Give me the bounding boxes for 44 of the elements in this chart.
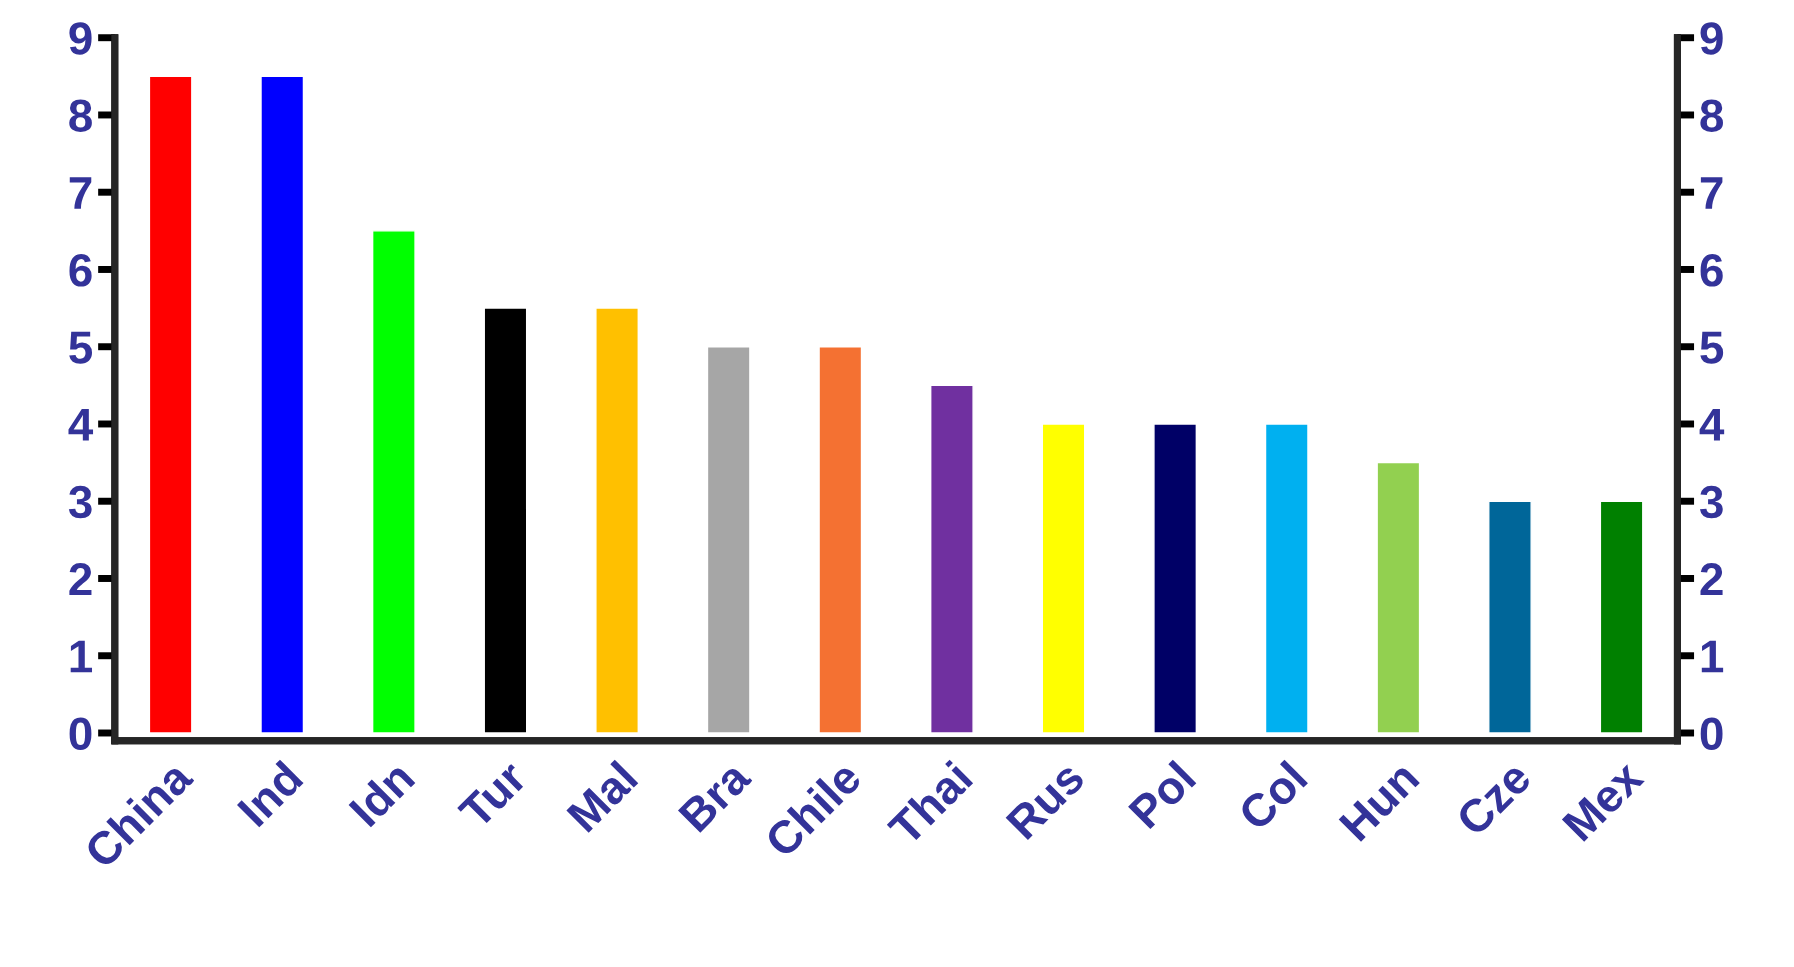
y2-tick-label: 5 [1700, 331, 1724, 364]
bar [595, 307, 639, 734]
bar [930, 384, 974, 734]
y-tick-label: 4 [68, 409, 94, 441]
bar [1264, 423, 1309, 734]
x-tick-label: Idn [347, 759, 416, 828]
y2-tick-label: 4 [1699, 409, 1725, 441]
x-tick-label: Rus [1005, 759, 1086, 841]
bar [818, 346, 863, 734]
y-tick-label: 5 [69, 331, 93, 364]
y-tick-label: 6 [69, 254, 92, 287]
y-tick-label: 0 [69, 717, 92, 751]
y-tick-label: 1 [70, 640, 93, 673]
y-tick-label: 3 [68, 485, 92, 519]
x-tick-label: Pol [1126, 759, 1197, 830]
bar [1488, 500, 1532, 734]
bar [1599, 500, 1644, 734]
x-tick-label: Ind [235, 759, 304, 828]
y2-tick-label: 3 [1699, 485, 1723, 519]
x-tick-label: Col [1235, 759, 1309, 833]
y-tick-label: 7 [69, 177, 92, 209]
x-tick-label: Tur [457, 759, 529, 831]
y2-tick-label: 0 [1700, 717, 1723, 751]
y2-tick-label: 9 [1700, 22, 1723, 55]
y2-tick-label: 8 [1700, 99, 1723, 133]
bar [371, 230, 416, 734]
x-tick-label: Cze [1454, 759, 1533, 838]
y2-tick-label: 2 [1700, 563, 1723, 596]
y-tick-label: 2 [69, 563, 92, 596]
bar [1153, 423, 1198, 734]
x-tick-label: Mal [565, 759, 639, 834]
y-tick-label: 8 [69, 99, 92, 133]
bar [1376, 461, 1421, 734]
x-tick-label: Hun [1338, 760, 1421, 843]
bar [148, 75, 193, 734]
bar [1041, 423, 1086, 734]
y2-tick-label: 7 [1700, 177, 1723, 209]
bar [260, 75, 305, 734]
y-tick-label: 9 [69, 22, 92, 55]
y2-tick-label: 1 [1701, 640, 1724, 673]
bar [483, 307, 528, 734]
bar [706, 346, 751, 734]
x-tick-label: Bra [678, 758, 753, 834]
y2-tick-label: 6 [1700, 254, 1723, 287]
